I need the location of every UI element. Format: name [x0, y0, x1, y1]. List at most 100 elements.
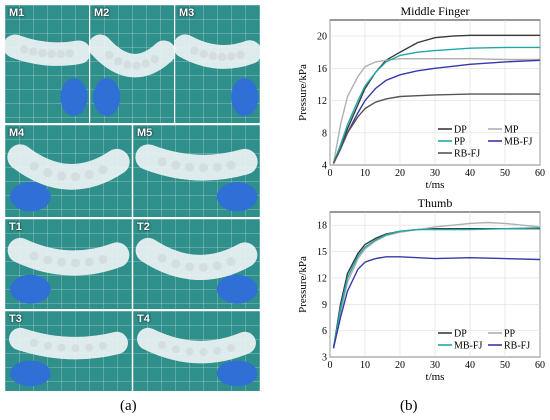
actuator-ridge	[38, 48, 47, 58]
actuator-ridge	[185, 262, 195, 272]
photo-panel-label: M3	[179, 7, 195, 19]
photo-panel-label: M2	[94, 7, 110, 19]
series-line-pp	[332, 46, 540, 164]
actuator-ridge	[198, 163, 208, 173]
glove-shape	[60, 78, 88, 116]
glove-shape	[10, 182, 51, 212]
soft-actuator-image	[9, 327, 128, 387]
photo-panel-m5: M5	[133, 125, 260, 217]
actuator-ridge	[30, 339, 39, 347]
actuator-ridge	[185, 347, 194, 356]
actuator-ridge	[57, 343, 66, 352]
x-tick-label: 40	[465, 360, 475, 371]
x-tick-label: 0	[328, 360, 333, 371]
actuator-shape	[9, 327, 128, 360]
soft-actuator-image	[90, 34, 174, 116]
series-line-rb-fj	[332, 93, 540, 164]
x-tick-label: 10	[360, 168, 370, 179]
actuator-ridge	[141, 59, 150, 68]
caption-b: (b)	[400, 398, 418, 414]
actuator-ridge	[171, 345, 180, 354]
series-line-mb-fj	[332, 227, 541, 349]
y-tick-label: 18	[317, 221, 327, 232]
photo-panel-m1: M1	[5, 5, 89, 123]
photo-panel-label: T2	[137, 221, 150, 233]
actuator-ridge	[47, 49, 56, 59]
y-tick-label: 20	[317, 32, 327, 43]
actuator-ridge	[65, 49, 74, 58]
actuator-ridge	[70, 258, 80, 268]
photo-panel-m2: M2	[90, 5, 174, 123]
legend-entry: PP	[454, 137, 466, 148]
y-tick-label: 9	[322, 300, 327, 311]
y-axis-label: Pressure/kPa	[297, 256, 309, 313]
chart-title: Thumb	[418, 196, 453, 210]
actuator-ridge	[171, 259, 181, 269]
y-tick-label: 8	[322, 128, 327, 139]
photo-panel-m3: M3	[175, 5, 260, 123]
soft-actuator-image	[7, 237, 130, 304]
chart-1: 0 10 20 30 40 50 60 3 6 9 12 15 18 Thumb t/ms Pressure/…	[297, 196, 545, 383]
x-tick-label: 60	[535, 168, 545, 179]
soft-actuator-image	[5, 34, 89, 116]
actuator-ridge	[84, 257, 94, 267]
actuator-ridge	[114, 57, 123, 66]
soft-actuator-image	[7, 144, 130, 212]
actuator-ridge	[199, 49, 208, 59]
y-tick-label: 12	[317, 273, 327, 284]
x-axis-label: t/ms	[426, 371, 445, 383]
actuator-ridge	[227, 52, 236, 61]
actuator-ridge	[98, 164, 108, 175]
x-tick-label: 40	[465, 168, 475, 179]
photo-panel-label: M4	[9, 127, 25, 139]
y-tick-label: 4	[322, 161, 327, 172]
actuator-ridge	[158, 340, 167, 349]
x-tick-label: 30	[430, 360, 440, 371]
photo-panel-t4: T4	[133, 311, 260, 391]
x-tick-label: 0	[328, 168, 333, 179]
y-tick-label: 3	[322, 353, 327, 364]
x-tick-label: 30	[430, 168, 440, 179]
glove-shape	[10, 360, 51, 387]
photo-panel-grid: M1 M2 M3 M4 M5 T1 T2 T3 T4	[5, 5, 260, 391]
actuator-ridge	[29, 47, 38, 56]
actuator-ridge	[98, 341, 107, 350]
actuator-ridge	[171, 160, 181, 170]
actuator-ridge	[213, 346, 222, 355]
y-tick-label: 6	[322, 326, 327, 337]
actuator-ridge	[236, 50, 245, 60]
actuator-ridge	[29, 161, 39, 171]
actuator-ridge	[150, 55, 159, 64]
photo-panel-label: T3	[9, 313, 22, 325]
actuator-ridge	[85, 343, 94, 352]
x-tick-label: 20	[395, 168, 405, 179]
glove-shape	[216, 182, 258, 212]
actuator-ridge	[212, 261, 222, 271]
actuator-ridge	[20, 45, 29, 54]
photo-panel-label: T4	[137, 313, 150, 325]
photo-panel-label: M5	[137, 127, 153, 139]
y-tick-label: 16	[317, 64, 327, 75]
soft-actuator-image	[137, 327, 258, 387]
glove-shape	[216, 274, 258, 304]
y-axis-label: Pressure/kPa	[297, 64, 309, 121]
actuator-ridge	[190, 46, 199, 56]
photo-panel-t3: T3	[5, 311, 132, 391]
soft-actuator-image	[135, 144, 258, 212]
x-tick-label: 50	[500, 360, 510, 371]
actuator-ridge	[212, 162, 222, 172]
soft-actuator-image	[135, 237, 258, 304]
legend-entry: MB-FJ	[454, 341, 482, 352]
actuator-ridge	[217, 52, 227, 62]
x-tick-label: 10	[360, 360, 370, 371]
actuator-ridge	[123, 60, 132, 69]
photo-panel-m4: M4	[5, 125, 132, 217]
actuator-ridge	[57, 257, 67, 267]
actuator-ridge	[105, 50, 114, 60]
series-line-dp	[332, 34, 540, 164]
actuator-ridge	[43, 167, 53, 178]
actuator-ridge	[29, 251, 39, 261]
legend-entry: MB-FJ	[504, 137, 532, 148]
actuator-ridge	[198, 262, 208, 272]
